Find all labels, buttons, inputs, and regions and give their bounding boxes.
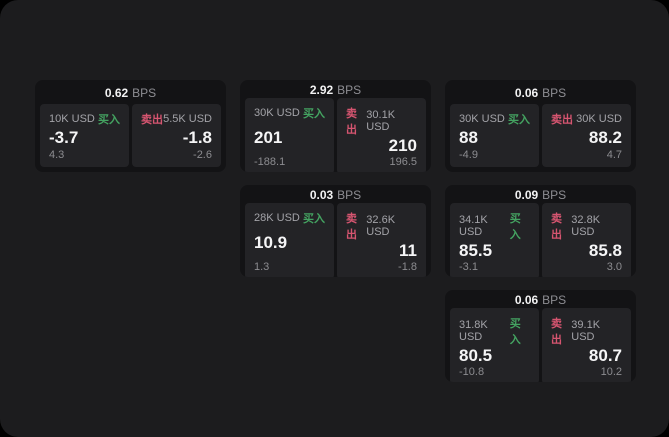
buy-price-value: 10.9 [254, 233, 288, 252]
buy-size-label: 10K USD [49, 113, 95, 125]
sell-side-label: 卖出 [346, 213, 357, 241]
sell-quote-tile[interactable]: 卖出 32.8K USD 85.8 3.0 [542, 203, 631, 277]
buy-delta-value: -188.1 [254, 155, 286, 168]
sell-quote-tile[interactable]: 卖出 5.5K USD -1.8 -2.6 [132, 104, 221, 167]
buy-side-label: 买入 [98, 114, 120, 126]
buy-quote-tile[interactable]: 10K USD 买入 -3.7 4.3 [40, 104, 129, 167]
spread-header: 0.03 BPS [240, 185, 431, 202]
spread-bps-value: 2.92 [309, 83, 334, 97]
spread-bps-value: 0.03 [309, 188, 334, 202]
buy-delta-value: -3.1 [459, 260, 478, 273]
sell-price-value: 85.8 [588, 241, 622, 260]
buy-quote-tile[interactable]: 28K USD 买入 10.9 1.3 [245, 203, 334, 277]
sell-size-label: 32.6K USD [366, 214, 396, 238]
buy-price-value: 88 [459, 127, 478, 147]
quote-card: 2.92 BPS 30K USD 买入 201 -188.1 卖出 30.1K … [240, 80, 431, 172]
buy-size-label: 30K USD [459, 113, 505, 125]
sell-size-label: 39.1K USD [571, 319, 601, 343]
quote-card: 0.03 BPS 28K USD 买入 10.9 1.3 卖出 32.6K US… [240, 185, 431, 277]
bps-unit-label: BPS [337, 83, 362, 97]
buy-size-label: 31.8K USD [459, 319, 488, 343]
buy-side-label: 买入 [303, 213, 325, 225]
sell-price-value: -1.8 [182, 127, 212, 147]
spread-bps-value: 0.09 [514, 188, 539, 202]
buy-quote-tile[interactable]: 30K USD 买入 88 -4.9 [450, 104, 539, 167]
buy-quote-tile[interactable]: 30K USD 买入 201 -188.1 [245, 98, 334, 172]
buy-size-label: 30K USD [254, 107, 300, 119]
buy-price-value: 201 [254, 128, 283, 147]
buy-delta-value: 1.3 [254, 260, 270, 273]
sell-quote-tile[interactable]: 卖出 39.1K USD 80.7 10.2 [542, 308, 631, 382]
spread-header: 0.62 BPS [35, 80, 226, 103]
quote-card-body: 31.8K USD 买入 80.5 -10.8 卖出 39.1K USD 80.… [445, 307, 636, 382]
sell-side-label: 卖出 [551, 114, 573, 126]
sell-price-value: 210 [388, 136, 417, 155]
quote-card-body: 28K USD 买入 10.9 1.3 卖出 32.6K USD 11 -1.8 [240, 202, 431, 277]
sell-side-label: 卖出 [551, 318, 562, 346]
sell-price-value: 80.7 [588, 346, 622, 365]
quote-card-body: 10K USD 买入 -3.7 4.3 卖出 5.5K USD -1.8 -2.… [35, 103, 226, 172]
sell-side-label: 卖出 [346, 108, 357, 136]
buy-side-label: 买入 [509, 318, 521, 346]
quote-card: 0.62 BPS 10K USD 买入 -3.7 4.3 卖出 5.5K USD [35, 80, 226, 172]
buy-price-value: -3.7 [49, 127, 79, 147]
sell-size-label: 32.8K USD [571, 214, 601, 238]
quote-card-body: 30K USD 买入 201 -188.1 卖出 30.1K USD 210 1… [240, 97, 431, 172]
sell-size-label: 5.5K USD [163, 113, 212, 125]
buy-side-label: 买入 [508, 114, 530, 126]
buy-side-label: 买入 [303, 108, 325, 120]
sell-size-label: 30K USD [576, 113, 622, 125]
sell-quote-tile[interactable]: 卖出 30K USD 88.2 4.7 [542, 104, 631, 167]
sell-delta-value: -1.8 [398, 260, 417, 273]
spread-bps-value: 0.06 [514, 293, 539, 307]
sell-price-value: 88.2 [588, 127, 622, 147]
buy-side-label: 买入 [509, 213, 521, 241]
quote-card-body: 34.1K USD 买入 85.5 -3.1 卖出 32.8K USD 85.8… [445, 202, 636, 277]
spread-header: 0.06 BPS [445, 80, 636, 103]
buy-delta-value: -10.8 [459, 365, 485, 378]
quote-card-body: 30K USD 买入 88 -4.9 卖出 30K USD 88.2 4.7 [445, 103, 636, 172]
sell-side-label: 卖出 [141, 114, 163, 126]
bps-unit-label: BPS [132, 86, 157, 100]
sell-delta-value: 10.2 [600, 365, 622, 378]
spread-header: 0.09 BPS [445, 185, 636, 202]
sell-delta-value: -2.6 [193, 149, 212, 161]
sell-size-label: 30.1K USD [366, 109, 396, 133]
quote-card: 0.09 BPS 34.1K USD 买入 85.5 -3.1 卖出 32.8K… [445, 185, 636, 277]
sell-side-label: 卖出 [551, 213, 562, 241]
sell-delta-value: 4.7 [606, 149, 622, 161]
sell-price-value: 11 [399, 241, 417, 260]
buy-delta-value: -4.9 [459, 149, 478, 161]
spread-bps-value: 0.62 [104, 86, 129, 100]
bps-unit-label: BPS [337, 188, 362, 202]
buy-size-label: 28K USD [254, 212, 300, 224]
buy-price-value: 85.5 [459, 241, 493, 260]
quote-card: 0.06 BPS 31.8K USD 买入 80.5 -10.8 卖出 39.1… [445, 290, 636, 382]
buy-price-value: 80.5 [459, 346, 493, 365]
spread-bps-value: 0.06 [514, 86, 539, 100]
buy-size-label: 34.1K USD [459, 214, 488, 238]
buy-delta-value: 4.3 [49, 149, 65, 161]
spread-header: 0.06 BPS [445, 290, 636, 307]
quote-cards-grid: 0.62 BPS 10K USD 买入 -3.7 4.3 卖出 5.5K USD [35, 80, 636, 382]
sell-quote-tile[interactable]: 卖出 30.1K USD 210 196.5 [337, 98, 426, 172]
sell-delta-value: 196.5 [389, 155, 417, 168]
bps-unit-label: BPS [542, 293, 567, 307]
sell-quote-tile[interactable]: 卖出 32.6K USD 11 -1.8 [337, 203, 426, 277]
buy-quote-tile[interactable]: 34.1K USD 买入 85.5 -3.1 [450, 203, 539, 277]
bps-unit-label: BPS [542, 86, 567, 100]
spread-header: 2.92 BPS [240, 80, 431, 97]
sell-delta-value: 3.0 [606, 260, 622, 273]
bps-unit-label: BPS [542, 188, 567, 202]
buy-quote-tile[interactable]: 31.8K USD 买入 80.5 -10.8 [450, 308, 539, 382]
quote-card: 0.06 BPS 30K USD 买入 88 -4.9 卖出 30K USD [445, 80, 636, 172]
